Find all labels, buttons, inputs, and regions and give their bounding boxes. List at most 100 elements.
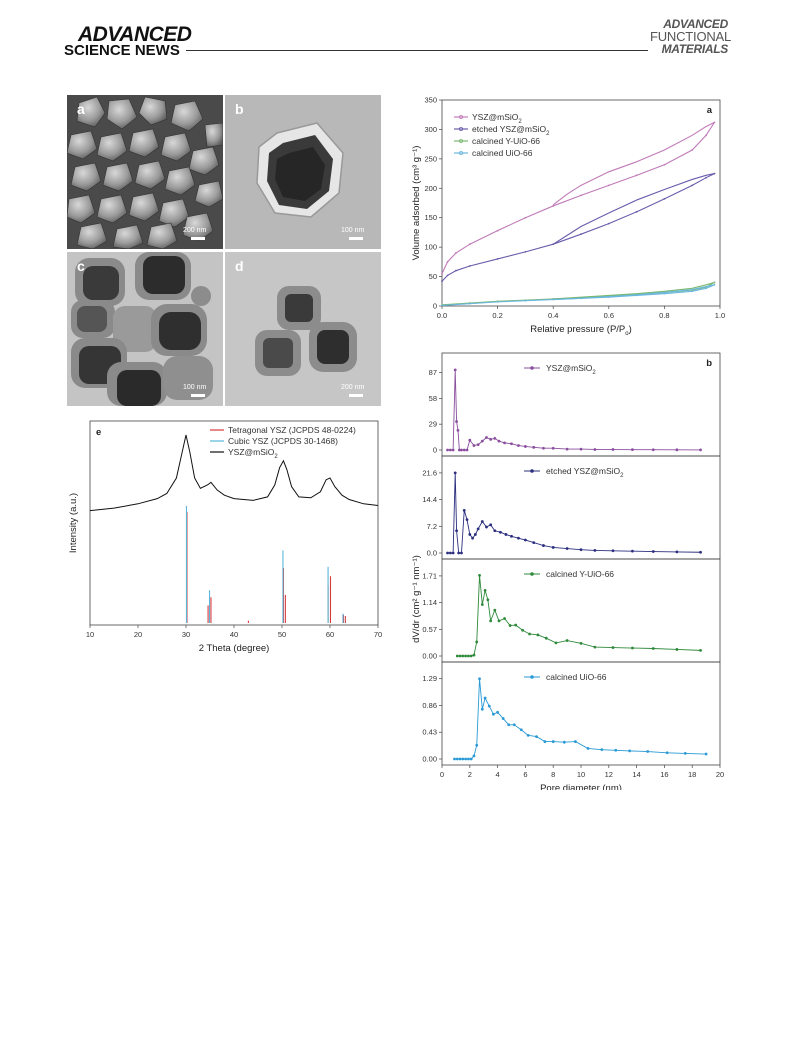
isotherm-point [713,281,716,284]
isotherm-plot-frame [441,99,721,307]
isotherm-point [441,304,443,307]
pore-point [551,546,555,549]
isotherm-y-tick-label: 200 [424,184,437,193]
isotherm-panel-letter: a [707,105,713,116]
xrd-x-tick-label: 60 [326,630,334,639]
xrd-x-tick-label: 30 [182,630,190,639]
pore-point [460,448,463,452]
isotherm-point [496,300,499,303]
pore-y-tick-label: 0.0 [427,549,437,558]
isotherm-legend-marker [459,151,464,156]
journal-logo-line3: MATERIALS [661,42,729,56]
isotherm-y-tick-label: 0 [433,302,437,311]
isotherm-point [607,184,610,187]
pore-point [476,443,480,447]
pore-point [532,541,536,545]
isotherm-adsorption-line [441,284,715,306]
isotherm-y-tick-label: 100 [424,243,437,252]
isotherm-desorption-line [552,121,715,206]
isotherm-legend-label: etched YSZ@mSiO2 [472,124,550,137]
pore-point [462,448,466,452]
pore-point [478,574,481,577]
tem-image-c [67,252,223,406]
isotherm-y-tick-label: 50 [429,272,437,281]
scale-bar-b [349,237,363,240]
pore-point [472,754,476,758]
isotherm-point [691,290,694,293]
isotherm-chart: 0.0 0.2 0.4 0.6 0.8 1.0 0 50 100 150 200 250 300 350 R… [411,96,725,338]
isotherm-x-tick-label: 0.6 [604,311,614,320]
pore-point [503,617,506,620]
pore-point [611,448,615,451]
isotherm-legend-label: YSZ@mSiO2 [472,112,522,125]
pore-point [480,603,484,606]
pore-y-tick-label: 0.00 [422,652,437,661]
isotherm-x-tick-label: 0.8 [659,311,669,320]
journal-logo-line2: FUNCTIONAL [650,29,732,44]
scale-label-b: 100 nm [341,227,365,234]
pore-y-tick-label: 21.6 [422,468,437,477]
pore-point [496,710,499,714]
pore-legend-label: calcined UiO-66 [546,672,607,682]
pore-point [651,647,655,650]
tem-panel-b: b 100 nm [225,95,381,249]
isotherm-point [468,243,471,246]
isotherm-point [635,174,638,177]
pore-point [465,448,469,452]
pore-point [704,752,708,756]
pore-point [593,448,597,451]
isotherm-point [580,233,582,236]
pore-point [446,551,449,555]
pore-point [631,549,634,553]
isotherm-point [468,265,471,267]
pore-point [473,533,477,536]
pore-point [468,533,472,536]
scale-label-d: 200 nm [341,384,365,391]
xrd-pattern-line [89,434,379,512]
isotherm-point [455,269,457,272]
pore-y-tick-label: 14.4 [422,495,437,504]
pore-point [526,733,530,737]
pore-point [551,446,555,450]
pore-point [665,751,669,755]
pore-point [683,751,687,755]
pore-point [542,446,545,450]
pore-y-tick-label: 58 [429,394,437,403]
pore-point [465,518,469,522]
pore-point [675,448,679,452]
pore-point [593,645,597,649]
pore-point [675,648,679,651]
pore-series-line [447,472,701,554]
pore-point [532,445,536,449]
pore-point [455,654,459,658]
pore-legend-marker [530,572,534,576]
pore-series-line [454,678,707,760]
pore-y-tick-label: 7.2 [427,522,437,531]
pore-x-tick-label: 8 [551,770,555,779]
pore-point [480,439,484,443]
pore-point [524,538,527,542]
pore-point [503,441,506,445]
pore-point [457,551,461,555]
pore-x-tick-label: 6 [523,770,527,779]
pore-point [565,447,569,451]
scale-bar-c [191,394,205,397]
isotherm-point [705,176,707,179]
xrd-y-axis-title: Intensity (a.u.) [68,493,79,553]
pore-point [478,677,481,681]
scale-bar-a [191,237,205,240]
pore-point [485,525,488,529]
pore-x-tick-label: 14 [632,770,640,779]
pore-point [464,757,468,761]
isotherm-point [607,222,610,225]
isotherm-point [607,296,610,299]
pore-point [614,748,618,752]
isotherm-y-tick-label: 300 [424,125,437,134]
pore-x-tick-label: 4 [496,770,500,779]
logo-science-news-text: SCIENCE NEWS [64,42,180,59]
isotherm-point [552,243,555,246]
isotherm-point [455,252,457,254]
isotherm-adsorption-line [441,173,715,282]
pore-y-tick-label: 0.57 [422,625,437,634]
pore-point [493,608,497,612]
